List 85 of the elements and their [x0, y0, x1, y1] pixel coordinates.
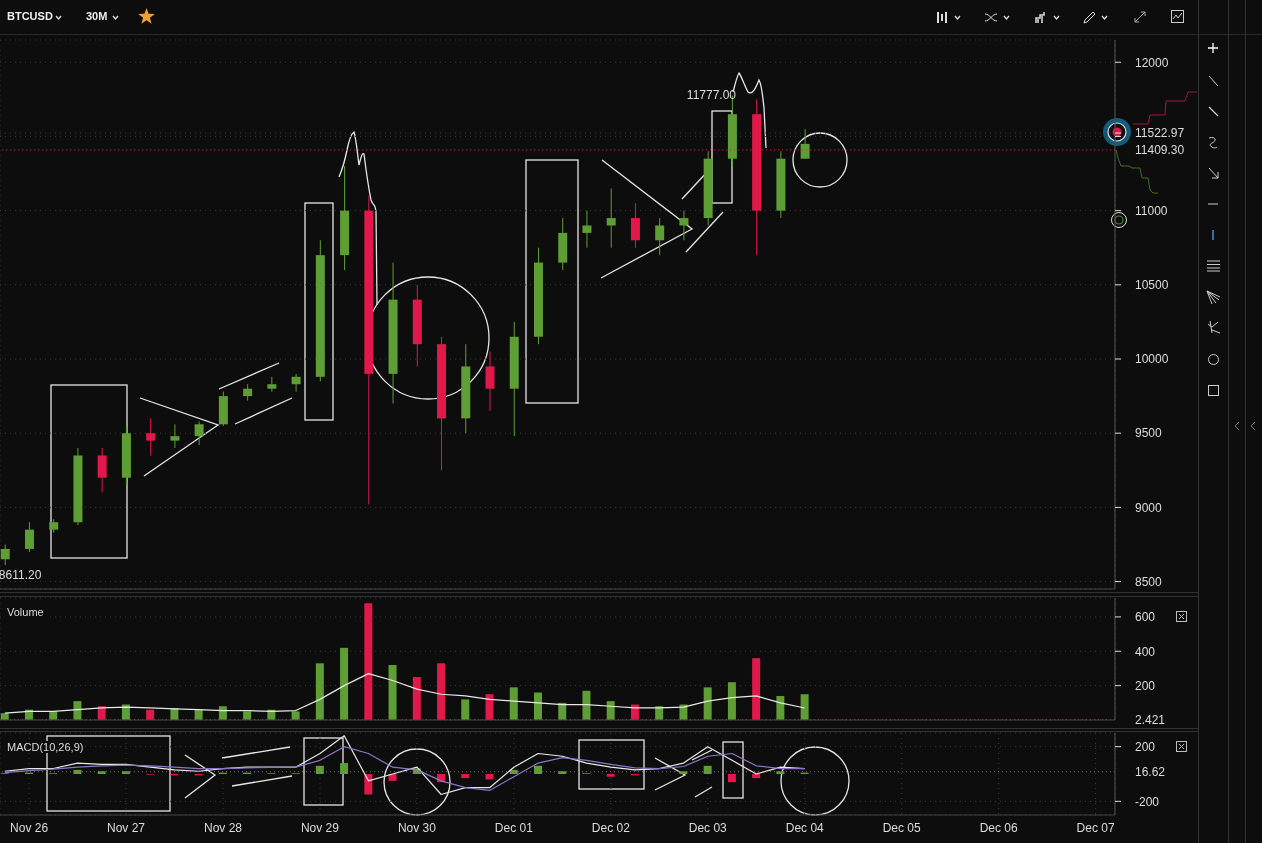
- bar: [388, 665, 397, 720]
- line-series: [4, 673, 806, 714]
- annotation: 8611.20: [0, 568, 42, 583]
- bar: [121, 771, 130, 774]
- bar: [703, 765, 712, 774]
- bar: [412, 677, 421, 720]
- bar: [315, 663, 324, 720]
- annotation: 11777.00: [686, 88, 737, 103]
- bar: [703, 687, 712, 720]
- x-tick-label: Nov 28: [203, 820, 243, 835]
- bar: [364, 603, 373, 720]
- bar: [727, 682, 736, 720]
- y-tick-label: -200: [1135, 794, 1160, 809]
- candlestick: [582, 210, 592, 249]
- bar: [485, 694, 494, 720]
- y-tick-label: 10000: [1135, 352, 1169, 367]
- ref-line-label: 11409.30: [1135, 143, 1185, 158]
- bar: [752, 774, 761, 779]
- x-tick-label: Dec 01: [494, 820, 534, 835]
- candlestick: [194, 420, 204, 446]
- bar: [558, 771, 567, 774]
- y-tick-label: 12000: [1135, 55, 1169, 70]
- x-tick-label: Nov 27: [107, 820, 146, 835]
- bar: [752, 658, 761, 720]
- bar: [461, 699, 470, 720]
- bar: [340, 763, 349, 774]
- y-tick-label: 11522.97: [1135, 126, 1185, 141]
- chart-subtitle: 30M: [86, 10, 108, 22]
- x-tick-label: Dec 06: [979, 820, 1018, 835]
- bar: [776, 771, 785, 774]
- bar: [727, 774, 736, 783]
- bar: [582, 690, 591, 720]
- candlestick: [679, 210, 689, 241]
- candlestick: [97, 447, 107, 494]
- candlestick: [291, 373, 301, 393]
- candlestick: [170, 423, 180, 449]
- x-tick-label: Dec 05: [882, 820, 922, 835]
- bar: [388, 774, 397, 781]
- candlestick: [485, 351, 495, 412]
- y-tick-label: 600: [1135, 610, 1156, 625]
- bar: [606, 774, 615, 777]
- x-tick-label: Dec 02: [591, 820, 631, 835]
- y-tick-label: 200: [1135, 678, 1156, 693]
- x-tick-label: Nov 30: [397, 820, 437, 835]
- y-tick-label: 400: [1135, 644, 1156, 659]
- bar: [73, 769, 82, 774]
- bar: [243, 711, 252, 720]
- candlestick: [800, 128, 810, 160]
- bar: [364, 774, 373, 795]
- candlestick: [267, 376, 277, 393]
- bar: [800, 694, 809, 720]
- y-tick-label: 9000: [1135, 500, 1163, 515]
- text: MACD(10,26,9): [5, 741, 86, 753]
- bar: [485, 774, 494, 780]
- bar: [291, 711, 300, 720]
- x-tick-label: Dec 07: [1076, 820, 1115, 835]
- bar: [461, 774, 470, 779]
- y-tick-label: 200: [1135, 739, 1156, 754]
- bar: [315, 765, 324, 774]
- y-tick-label: 10500: [1135, 278, 1169, 293]
- y-tick-label: 11000: [1135, 203, 1168, 218]
- candlestick: [146, 417, 156, 456]
- bar: [679, 771, 688, 774]
- text: Volume: [5, 606, 46, 618]
- x-tick-label: Dec 04: [785, 820, 825, 835]
- ref-line-label: 16.62: [1135, 764, 1166, 779]
- candlestick: [655, 217, 665, 256]
- x-tick-label: Dec 03: [688, 820, 728, 835]
- x-tick-label: Nov 26: [10, 820, 49, 835]
- bar: [97, 771, 106, 774]
- ref-line-label: 2.421: [1135, 712, 1166, 727]
- y-tick-label: 9500: [1135, 426, 1163, 441]
- candlestick: [630, 202, 640, 249]
- candlestick: [606, 187, 616, 249]
- y-tick-label: 8500: [1135, 574, 1163, 589]
- bar: [533, 765, 542, 774]
- bar: [437, 663, 446, 720]
- bar: [509, 687, 518, 720]
- bar: [340, 647, 349, 720]
- candlestick: [24, 521, 34, 553]
- bar: [776, 695, 785, 720]
- chart-title: BTCUSD: [7, 10, 53, 22]
- x-tick-label: Nov 29: [300, 820, 340, 835]
- candlestick: [0, 543, 10, 566]
- bar: [533, 692, 542, 720]
